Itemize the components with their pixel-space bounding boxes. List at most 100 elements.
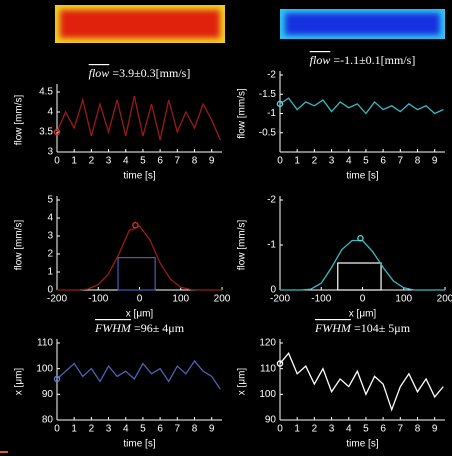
- x-axis-label: time [s]: [123, 171, 155, 182]
- x-tick-label: 200: [437, 294, 452, 305]
- x-tick-label: 2: [89, 156, 95, 167]
- x-tick-label: 7: [398, 424, 404, 435]
- fwhm-box: [118, 258, 155, 290]
- y-tick-label: 4.5: [39, 87, 53, 98]
- x-tick-label: 0: [137, 294, 143, 305]
- x-tick-label: 9: [209, 156, 215, 167]
- blue-image: [280, 9, 445, 39]
- x-axis-label: time [s]: [346, 439, 378, 450]
- title-text: =3.9±0.3[mm/s]: [112, 66, 190, 80]
- x-tick-label: 2: [312, 156, 318, 167]
- x-tick-label: 5: [363, 424, 369, 435]
- y-axis-label: flow [mm/s]: [14, 220, 25, 271]
- page: 33.544.50123456789time [s]flow [mm/s]flo…: [0, 0, 452, 456]
- x-tick-label: 9: [432, 156, 438, 167]
- x-tick-label: 8: [192, 156, 198, 167]
- x-tick-label: -200: [270, 294, 290, 305]
- series-line: [280, 353, 443, 409]
- x-tick-label: 7: [175, 156, 181, 167]
- y-axis-label: x [μm]: [237, 368, 248, 396]
- x-axis-label: time [s]: [346, 171, 378, 182]
- x-tick-label: 7: [175, 424, 181, 435]
- x-axis-label: x [μm]: [349, 309, 377, 320]
- x-tick-label: 100: [172, 294, 189, 305]
- y-tick-label: 110: [37, 338, 53, 349]
- title-symbol: flow: [89, 66, 110, 80]
- figure: 33.544.50123456789time [s]flow [mm/s]flo…: [0, 0, 452, 456]
- y-tick-label: 110: [260, 363, 276, 374]
- x-tick-label: 100: [395, 294, 412, 305]
- x-tick-label: 5: [140, 156, 146, 167]
- x-tick-label: 2: [89, 424, 95, 435]
- x-tick-label: 7: [398, 156, 404, 167]
- y-axis-label: flow [mm/s]: [237, 88, 248, 139]
- x-tick-label: -200: [47, 294, 67, 305]
- title-symbol: FWHM: [314, 321, 352, 335]
- x-tick-label: 3: [106, 424, 112, 435]
- x-tick-label: 6: [380, 156, 386, 167]
- y-tick-label: -1: [267, 108, 276, 119]
- x-tick-label: 3: [329, 424, 335, 435]
- x-tick-label: 8: [415, 156, 421, 167]
- x-tick-label: 1: [71, 424, 77, 435]
- x-tick-label: 9: [432, 424, 438, 435]
- x-tick-label: 8: [415, 424, 421, 435]
- chart-title: flow=3.9±0.3[mm/s]: [89, 66, 191, 80]
- y-tick-label: 3.5: [39, 127, 53, 138]
- series-line: [57, 96, 220, 140]
- y-tick-label: 2: [47, 249, 53, 260]
- x-tick-label: 5: [140, 424, 146, 435]
- x-tick-label: 0: [54, 156, 60, 167]
- x-tick-label: 3: [106, 156, 112, 167]
- series-line: [280, 241, 445, 291]
- chart-title: FWHM=96± 4μm: [94, 321, 185, 335]
- title-symbol: FWHM: [94, 321, 132, 335]
- x-tick-label: 4: [123, 424, 129, 435]
- x-tick-label: 1: [71, 156, 77, 167]
- y-axis-label: flow [mm/s]: [237, 220, 248, 271]
- x-tick-label: 2: [312, 424, 318, 435]
- x-tick-label: -100: [311, 294, 331, 305]
- marker: [133, 223, 138, 228]
- x-tick-label: 1: [294, 156, 300, 167]
- y-tick-label: 120: [259, 338, 276, 349]
- y-tick-label: 5: [47, 195, 53, 206]
- x-tick-label: 5: [363, 156, 369, 167]
- title-text: =-1.1±0.1[mm/s]: [333, 53, 415, 67]
- series-line: [57, 361, 220, 389]
- x-tick-label: 4: [346, 156, 352, 167]
- x-tick-label: 6: [380, 424, 386, 435]
- y-tick-label: -1.5: [259, 89, 277, 100]
- y-tick-label: 90: [42, 389, 54, 400]
- y-tick-label: -1: [267, 240, 276, 251]
- x-tick-label: 0: [277, 424, 283, 435]
- y-tick-label: -2: [267, 70, 276, 81]
- y-tick-label: 80: [42, 415, 54, 426]
- title-symbol: flow: [310, 53, 331, 67]
- y-tick-label: 100: [36, 363, 53, 374]
- y-tick-label: -0.5: [259, 127, 277, 138]
- y-tick-label: -2: [267, 195, 276, 206]
- x-tick-label: 9: [209, 424, 215, 435]
- y-tick-label: 3: [47, 147, 53, 158]
- x-tick-label: 4: [346, 424, 352, 435]
- x-tick-label: 0: [277, 156, 283, 167]
- y-axis-label: flow [mm/s]: [14, 95, 25, 146]
- y-tick-label: 90: [265, 415, 277, 426]
- y-tick-label: 3: [47, 231, 53, 242]
- y-tick-label: 100: [259, 389, 276, 400]
- y-tick-label: 4: [47, 107, 53, 118]
- x-tick-label: 1: [294, 424, 300, 435]
- y-tick-label: 4: [47, 213, 53, 224]
- x-tick-label: 3: [329, 156, 335, 167]
- x-axis-label: time [s]: [123, 439, 155, 450]
- x-tick-label: 200: [214, 294, 231, 305]
- x-axis-label: x [μm]: [126, 309, 154, 320]
- fwhm-box: [338, 263, 381, 290]
- title-text: =104± 5μm: [354, 321, 411, 335]
- x-tick-label: 0: [360, 294, 366, 305]
- corner-mark: [0, 451, 8, 453]
- chart-title: flow=-1.1±0.1[mm/s]: [310, 53, 416, 67]
- x-tick-label: -100: [88, 294, 108, 305]
- x-tick-label: 8: [192, 424, 198, 435]
